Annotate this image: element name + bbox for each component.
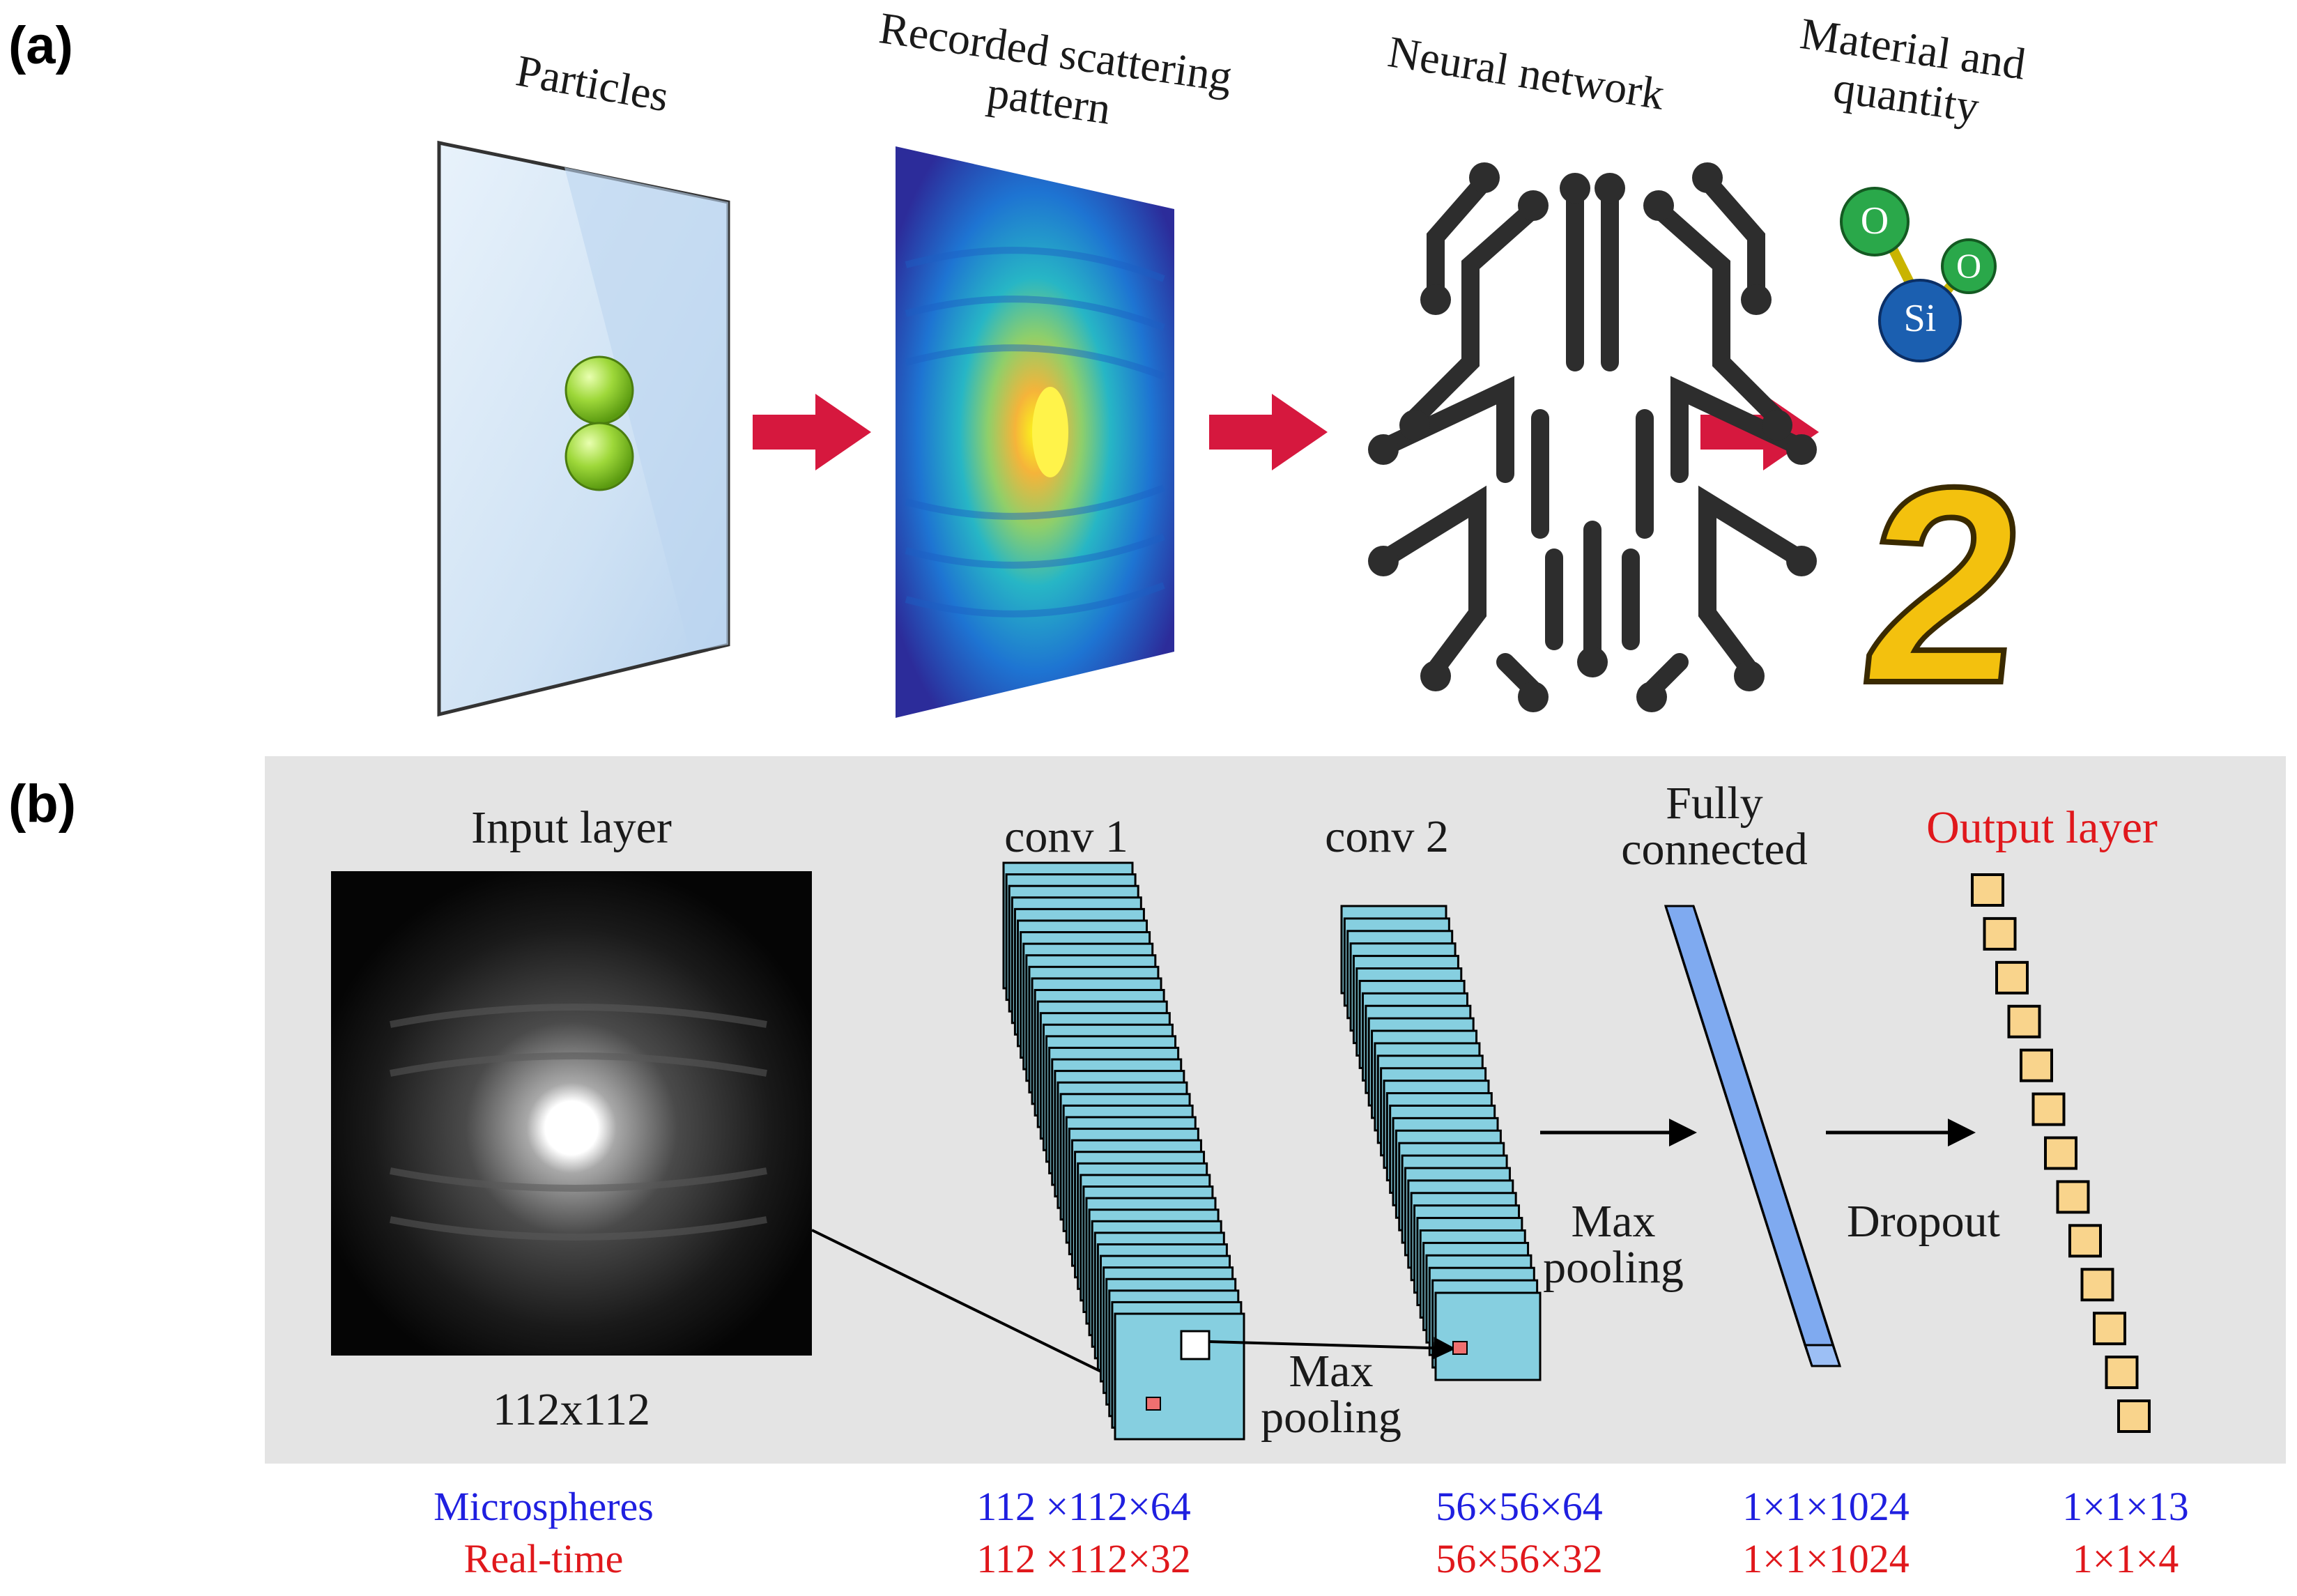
panel-b-label: (b) bbox=[8, 774, 77, 834]
conv1-to-conv2-line bbox=[1208, 1337, 1456, 1360]
row-realtime-conv2: 56×56×32 bbox=[1436, 1536, 1603, 1581]
conv1-pixel bbox=[1146, 1397, 1161, 1411]
output-node bbox=[2044, 1136, 2077, 1170]
row-microspheres-conv1: 112 ×112×64 bbox=[976, 1484, 1191, 1529]
row-microspheres-conv2: 56×56×64 bbox=[1436, 1484, 1603, 1529]
arrow-2 bbox=[1209, 394, 1328, 470]
dropout-label: Dropout bbox=[1847, 1196, 2000, 1247]
fully-connected-layer bbox=[1664, 905, 1842, 1367]
input-image bbox=[331, 871, 812, 1356]
output-node bbox=[1983, 916, 2017, 951]
output-node bbox=[2068, 1224, 2102, 1258]
conv2-feature-map bbox=[1434, 1291, 1542, 1381]
conv2-stack bbox=[1340, 905, 1542, 1381]
neural-network-nodes bbox=[1368, 162, 1817, 712]
o-atom-right bbox=[1941, 238, 1997, 294]
output-node bbox=[2093, 1312, 2126, 1346]
output-node bbox=[2031, 1092, 2066, 1126]
particle-sphere-bottom bbox=[564, 422, 634, 491]
si-atom-label: Si bbox=[1903, 297, 1937, 340]
input-size-label: 112x112 bbox=[492, 1384, 651, 1435]
conv1-kernel bbox=[1180, 1330, 1211, 1360]
output-node bbox=[1971, 873, 2004, 907]
output-node bbox=[2007, 1004, 2041, 1038]
row-microspheres-out: 1×1×13 bbox=[2062, 1484, 2189, 1529]
output-node bbox=[2105, 1356, 2139, 1390]
panel-a-label: (a) bbox=[8, 16, 73, 75]
input-to-conv1-line bbox=[811, 1229, 1135, 1389]
maxpool-label-1: Max pooling bbox=[1261, 1346, 1401, 1443]
neural-network-graphic bbox=[1378, 172, 1807, 699]
sio2-molecule bbox=[1840, 187, 1997, 362]
conv1-label: conv 1 bbox=[1004, 811, 1128, 862]
output-node bbox=[2080, 1268, 2114, 1302]
conv2-label: conv 2 bbox=[1325, 811, 1449, 862]
scattering-pattern bbox=[896, 146, 1174, 718]
scatter-center bbox=[1032, 387, 1068, 477]
particles-slide bbox=[437, 140, 730, 717]
output-node bbox=[2117, 1399, 2151, 1433]
row-realtime-fc: 1×1×1024 bbox=[1742, 1536, 1910, 1581]
o-atom-top-label: O bbox=[1860, 199, 1889, 243]
row-realtime-out: 1×1×4 bbox=[2072, 1536, 2179, 1581]
o-atom-top bbox=[1840, 187, 1910, 256]
conv1-feature-map bbox=[1114, 1312, 1245, 1441]
o-atom-right-label: O bbox=[1956, 246, 1982, 285]
output-layer-label: Output layer bbox=[1926, 802, 2158, 853]
row-realtime-conv1: 112 ×112×32 bbox=[976, 1536, 1191, 1581]
conv2-pixel bbox=[1452, 1341, 1468, 1355]
arrow-1 bbox=[753, 394, 871, 470]
row-microspheres-name: Microspheres bbox=[433, 1484, 654, 1529]
input-layer-label: Input layer bbox=[471, 802, 672, 853]
output-nodes bbox=[1971, 873, 2151, 1433]
row-realtime-name: Real-time bbox=[463, 1536, 624, 1581]
output-node bbox=[1995, 960, 2029, 995]
output-node bbox=[2020, 1048, 2053, 1082]
fully-connected-label: Fully connected bbox=[1621, 778, 1808, 875]
conv1-stack bbox=[1002, 861, 1245, 1441]
row-microspheres-fc: 1×1×1024 bbox=[1742, 1484, 1910, 1529]
maxpool-label-2: Max pooling bbox=[1543, 1196, 1684, 1293]
si-atom bbox=[1878, 279, 1962, 362]
output-node bbox=[2056, 1180, 2090, 1214]
